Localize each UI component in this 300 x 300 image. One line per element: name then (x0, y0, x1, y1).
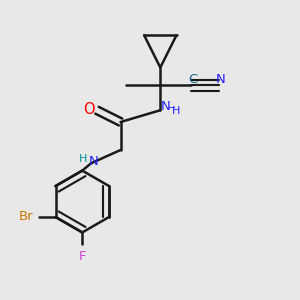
Text: F: F (79, 250, 86, 263)
Text: −: − (168, 103, 176, 113)
Text: C: C (188, 73, 197, 86)
Text: N: N (161, 100, 170, 113)
Text: O: O (83, 102, 94, 117)
Text: H: H (79, 154, 87, 164)
Text: N: N (216, 73, 226, 86)
Text: H: H (172, 106, 181, 116)
Text: N: N (89, 155, 99, 168)
Text: Br: Br (19, 210, 33, 223)
